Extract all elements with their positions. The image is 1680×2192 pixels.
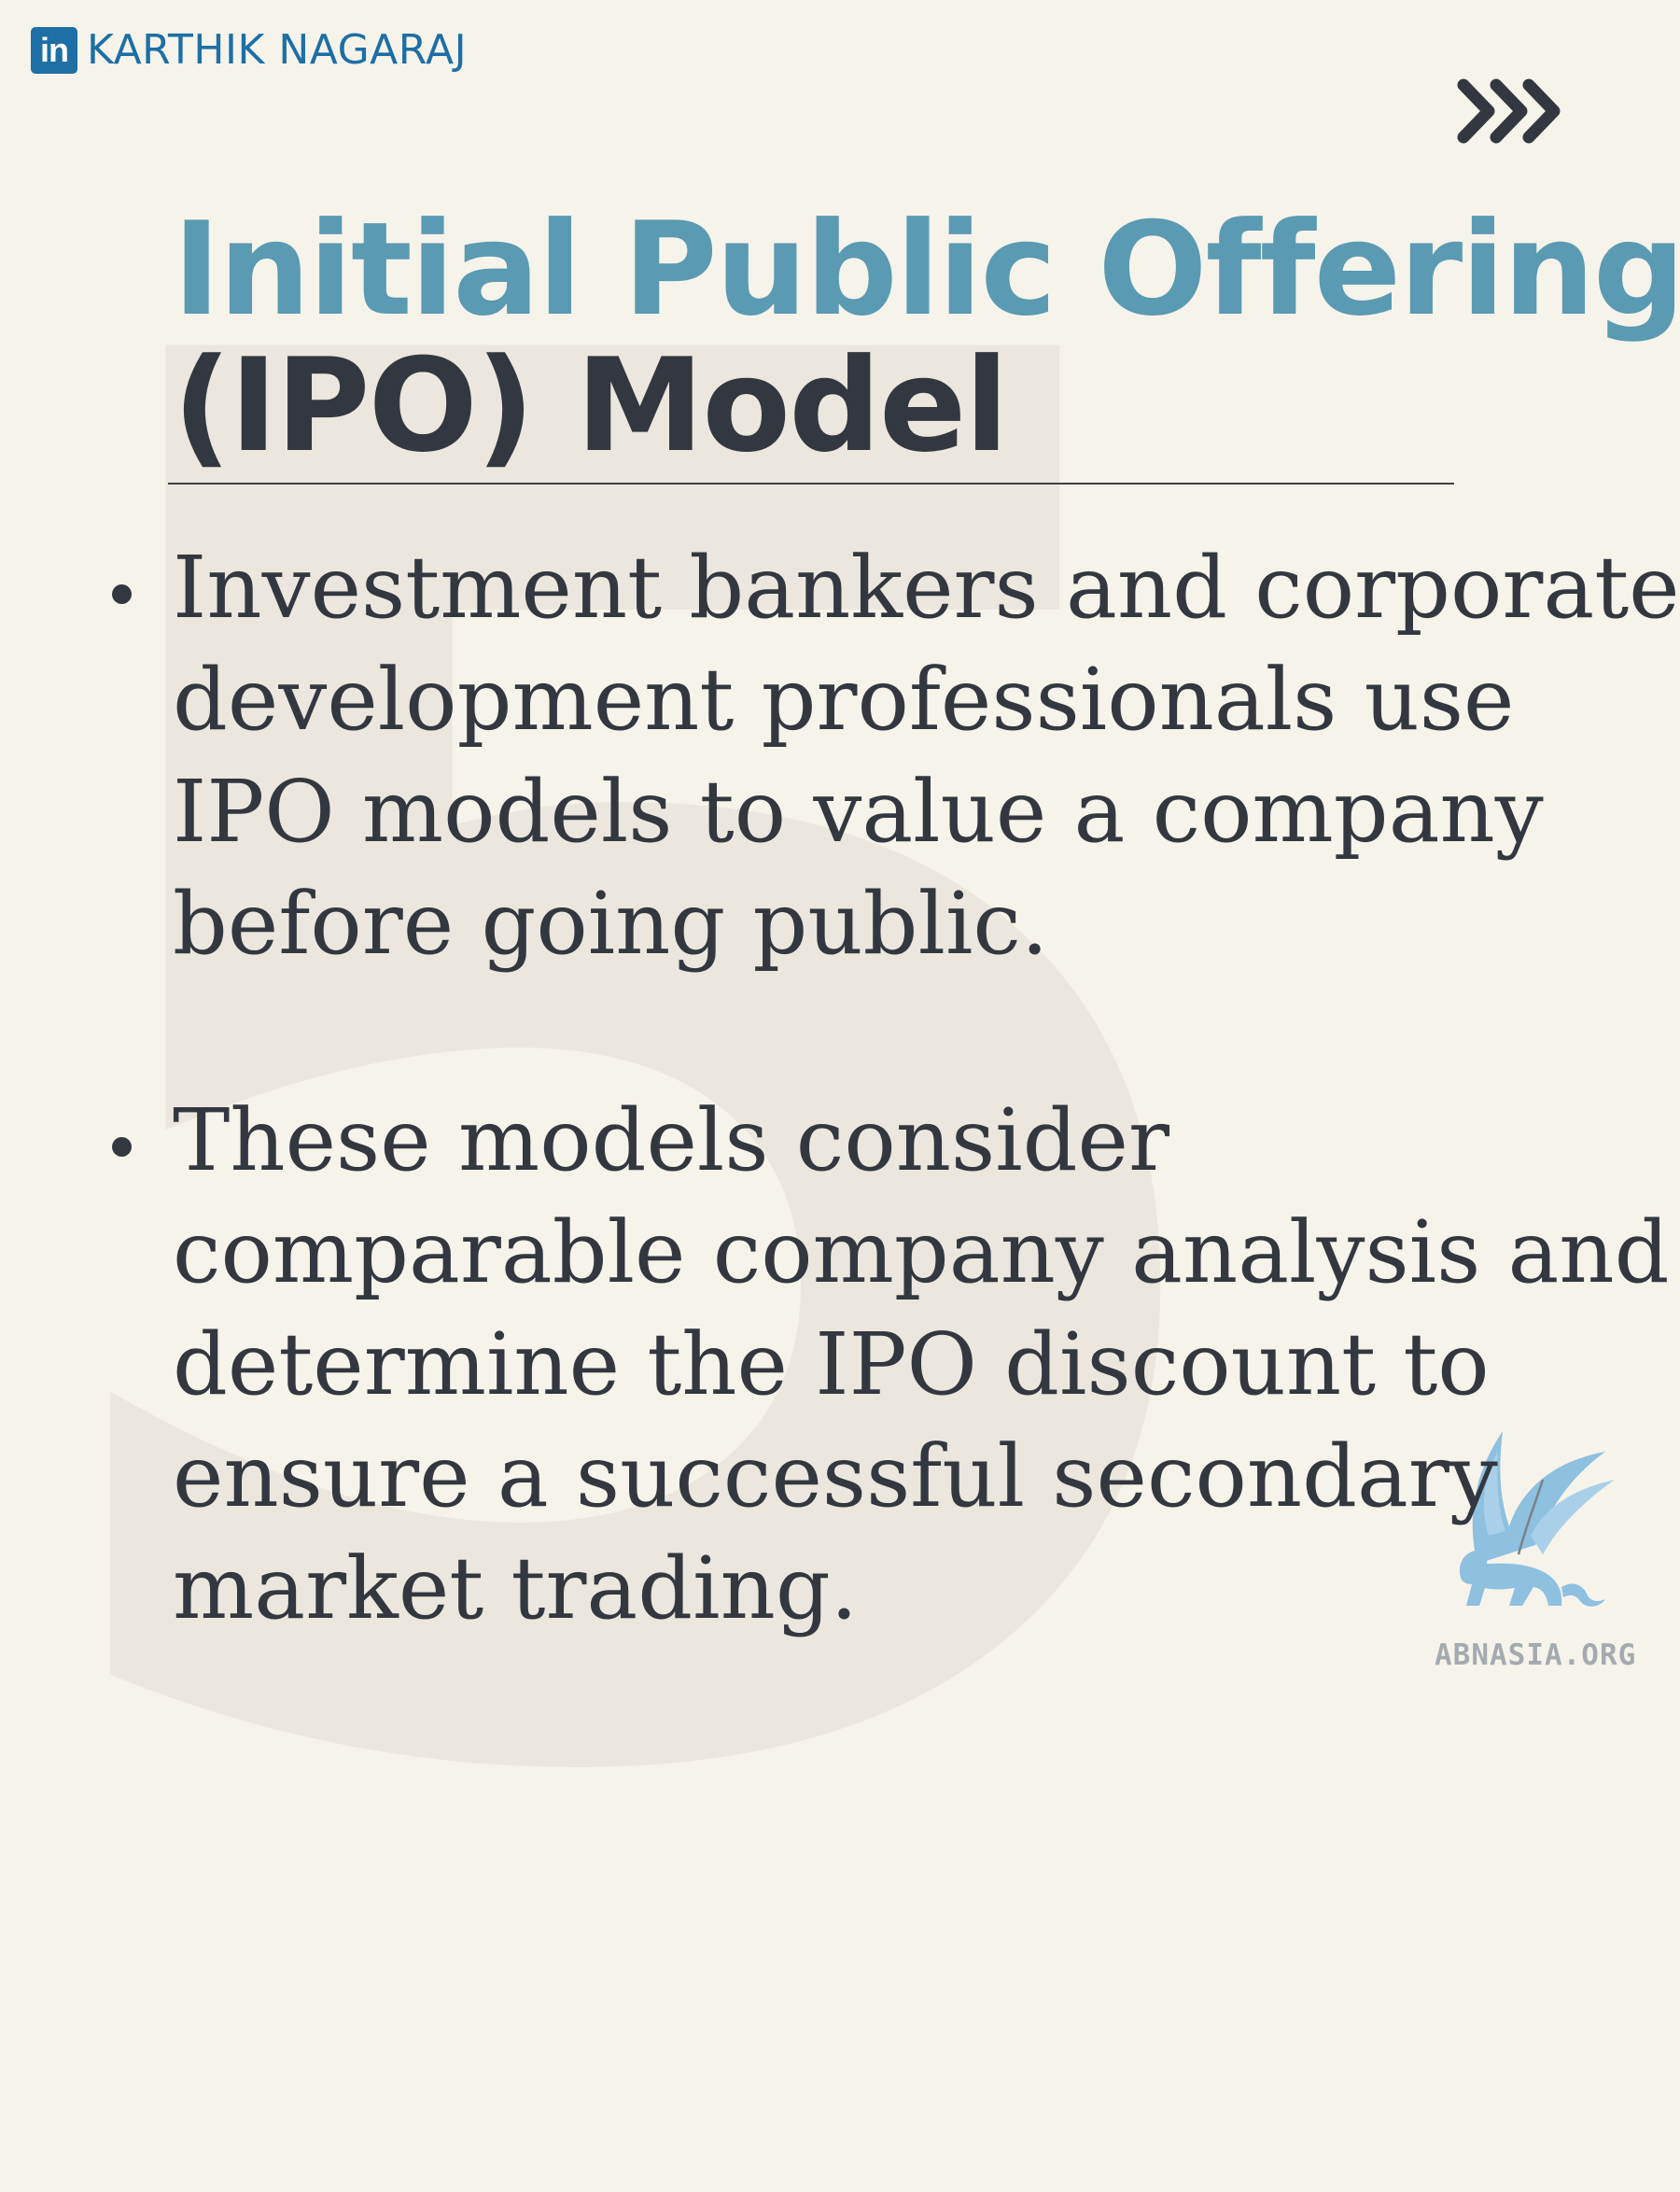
linkedin-icon: in bbox=[31, 26, 77, 74]
chevron-right-icon bbox=[1490, 78, 1528, 144]
griffin-icon bbox=[1459, 1431, 1615, 1607]
list-item: Investment bankers and corporate develop… bbox=[103, 532, 1680, 980]
title-line-2: (IPO) Model bbox=[173, 330, 1009, 481]
bullet-list: Investment bankers and corporate develop… bbox=[103, 532, 1680, 1749]
title-line-1: Initial Public Offering bbox=[173, 194, 1680, 344]
chevron-right-icon bbox=[1522, 78, 1561, 144]
bullet-text: Investment bankers and corporate develop… bbox=[173, 538, 1680, 974]
bullet-text: These models consider comparable company… bbox=[173, 1090, 1670, 1638]
brand-header[interactable]: in KARTHIK NAGARAJ bbox=[31, 26, 467, 74]
list-item: These models consider comparable company… bbox=[103, 1085, 1680, 1645]
next-slide-icon[interactable] bbox=[1451, 73, 1573, 149]
bullet-dot-icon bbox=[112, 1137, 132, 1157]
author-name: KARTHIK NAGARAJ bbox=[87, 26, 468, 74]
page-title: Initial Public Offering (IPO) Model bbox=[173, 205, 1680, 471]
chevron-right-icon bbox=[1457, 78, 1495, 144]
title-divider bbox=[168, 483, 1454, 485]
bullet-dot-icon bbox=[112, 584, 132, 604]
watermark-text: ABNASIA.ORG bbox=[1435, 1638, 1637, 1672]
